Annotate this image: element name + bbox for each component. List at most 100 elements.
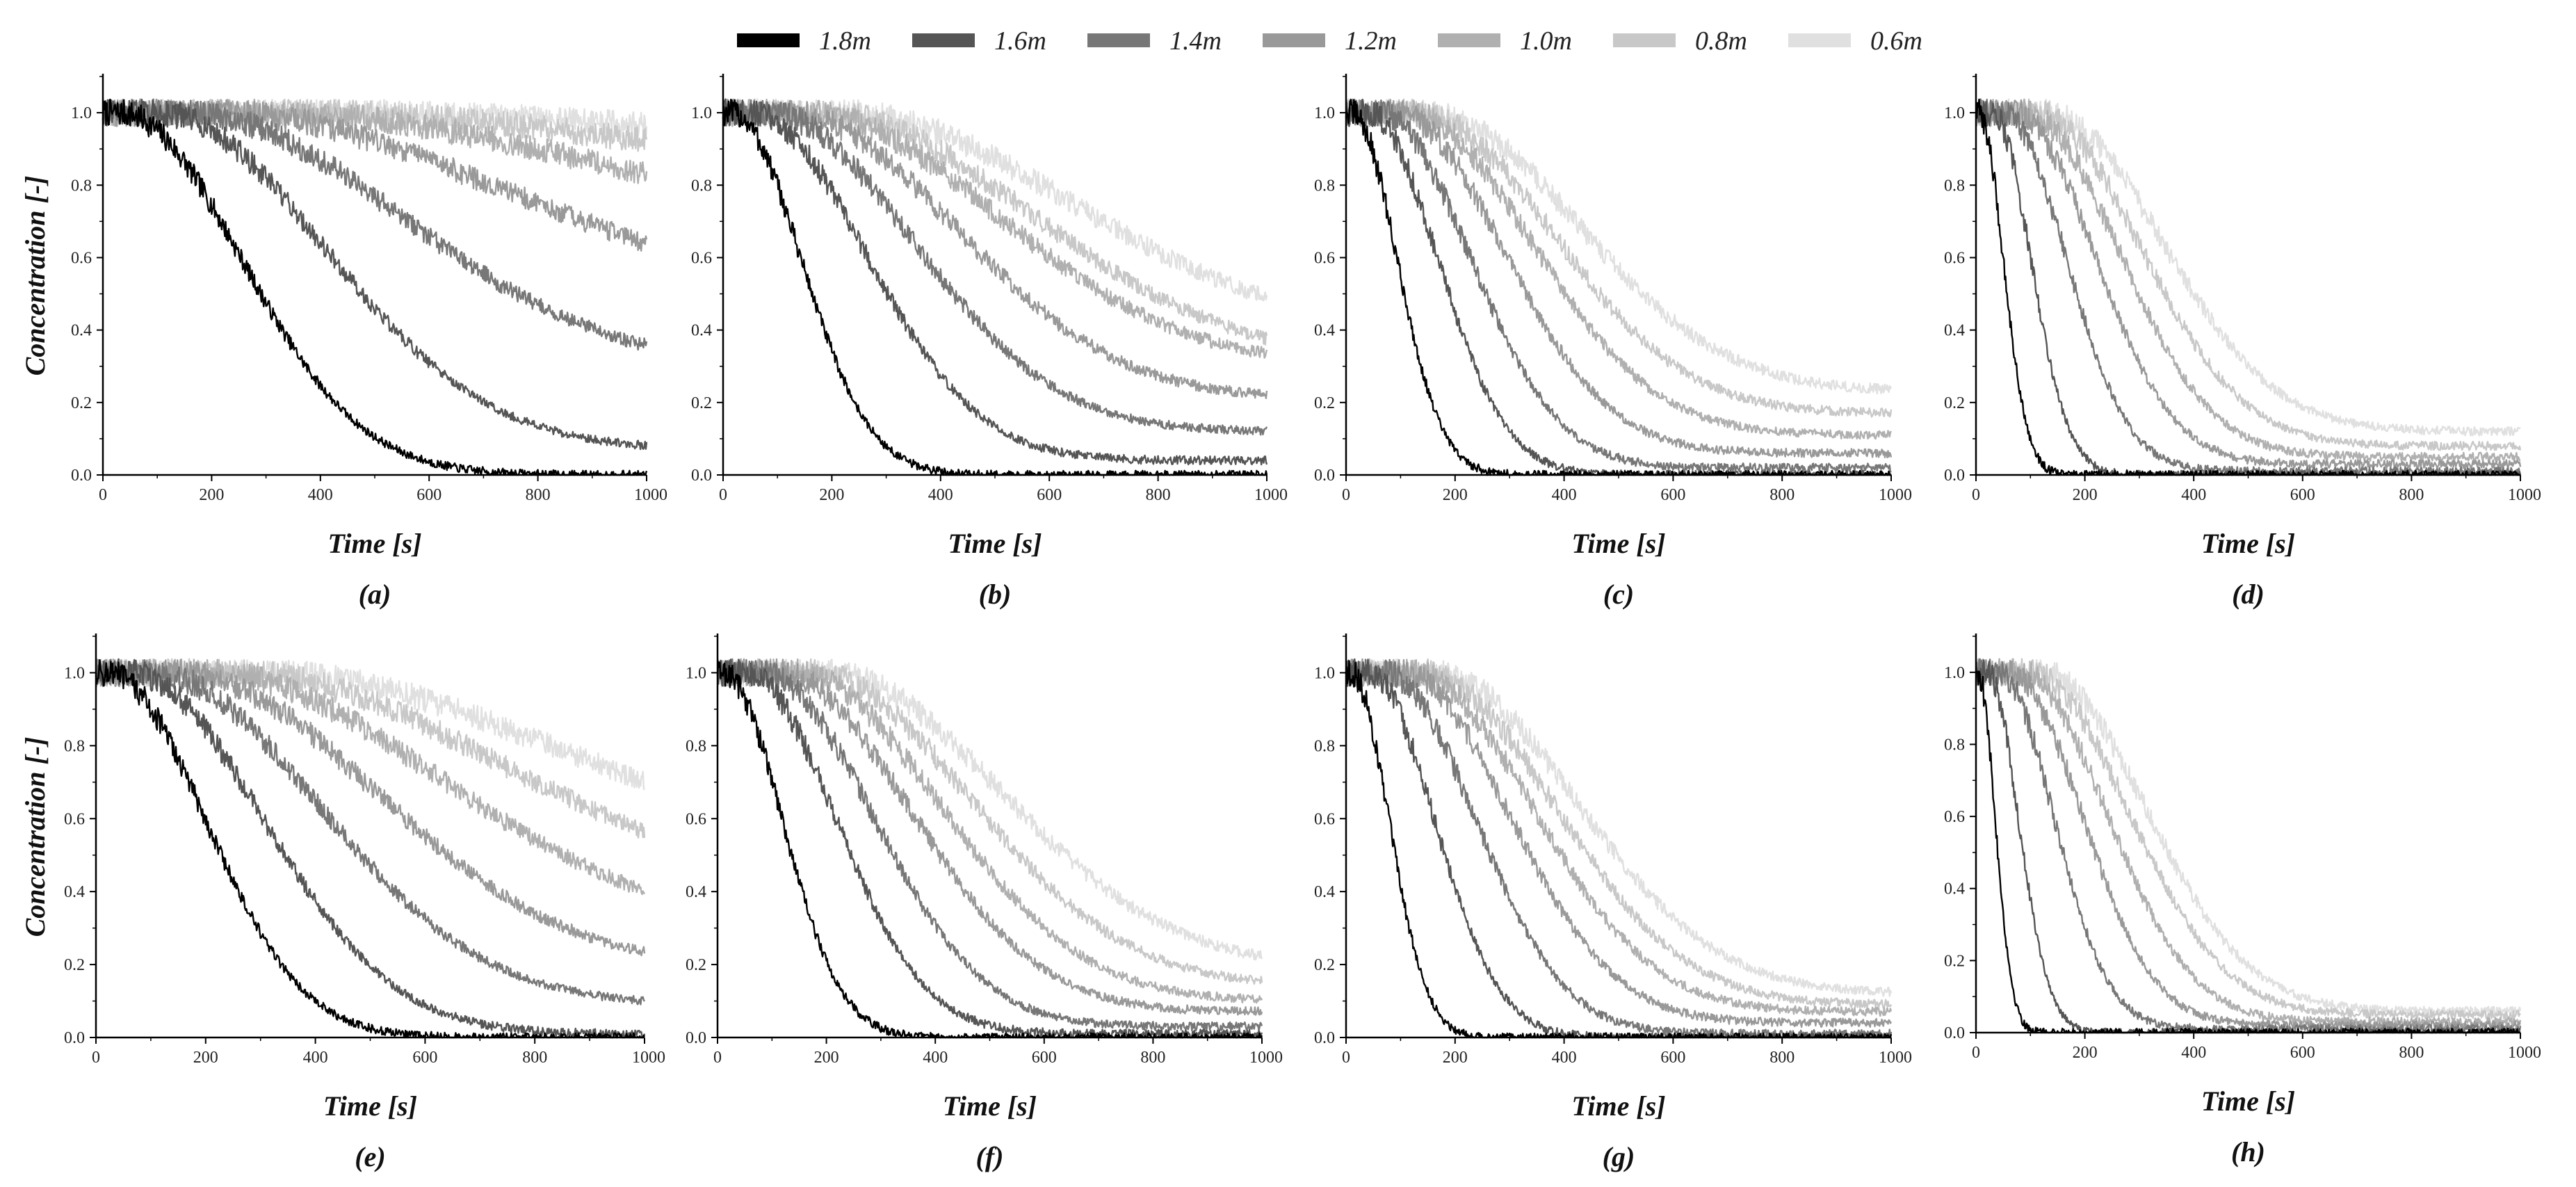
series-group <box>1345 658 1893 1039</box>
series-line-1_6m <box>1345 658 1892 1039</box>
y-tick-label: 0.8 <box>71 177 92 195</box>
series-line-1_2m <box>102 98 648 252</box>
y-tick-label: 1.0 <box>686 664 706 682</box>
y-tick-label: 1.0 <box>71 104 92 122</box>
panel-label: (c) <box>1603 579 1634 610</box>
x-tick-label: 200 <box>2073 1044 2098 1062</box>
y-tick-label: 1.0 <box>691 104 712 122</box>
chart-panel: 0 200 400 600 800 1000 0.0 0.2 0.4 0.6 0.8 1.0 Time … <box>19 633 665 1172</box>
x-tick-label: 600 <box>1032 1049 1057 1067</box>
y-tick-label: 0.6 <box>71 249 92 267</box>
x-tick-label: 0 <box>92 1049 100 1067</box>
x-tick-label: 400 <box>2181 1044 2206 1062</box>
legend-item: 1.8m <box>737 26 871 56</box>
y-tick-label: 0.4 <box>1314 322 1335 340</box>
y-tick-label: 1.0 <box>1314 104 1335 122</box>
series-line-1_4m <box>1345 98 1892 473</box>
y-tick-label: 0.0 <box>71 467 92 485</box>
x-tick-label: 400 <box>923 1049 948 1067</box>
y-tick-label: 0.0 <box>686 1029 706 1047</box>
axes: 0 200 400 600 800 1000 0.0 0.2 0.4 0.6 0.8 1.0 <box>1944 633 2541 1062</box>
x-tick-label: 200 <box>1443 1049 1468 1067</box>
legend-label: 0.6m <box>1870 26 1922 56</box>
y-tick-label: 1.0 <box>64 664 85 682</box>
y-tick-label: 1.0 <box>1314 664 1335 682</box>
y-tick-label: 0.2 <box>1314 394 1335 412</box>
x-tick-label: 600 <box>2290 486 2315 504</box>
x-tick-label: 600 <box>1660 1049 1685 1067</box>
legend-label: 1.2m <box>1345 26 1397 56</box>
legend-swatch <box>1087 33 1150 47</box>
y-tick-label: 0.8 <box>1314 177 1335 195</box>
y-tick-label: 0.6 <box>1944 249 1965 267</box>
series-line-1_8m <box>1345 99 1892 476</box>
x-tick-label: 600 <box>412 1049 437 1067</box>
chart-panel: 0 200 400 600 800 1000 0.0 0.2 0.4 0.6 0.8 1.0 Time … <box>1314 74 1912 610</box>
x-tick-label: 1000 <box>632 1049 665 1067</box>
chart-panel: 0 200 400 600 800 1000 0.0 0.2 0.4 0.6 0.8 1.0 Time … <box>19 74 667 610</box>
series-line-1_0m <box>1345 98 1893 440</box>
series-line-1_8m <box>1345 660 1893 1039</box>
chart-panel: 0 200 400 600 800 1000 0.0 0.2 0.4 0.6 0.8 1.0 Time … <box>1314 633 1912 1172</box>
x-axis-title: Time [s] <box>1571 1090 1665 1122</box>
y-tick-label: 0.0 <box>1944 1024 1965 1042</box>
legend-swatch <box>912 33 975 47</box>
panels: 0 200 400 600 800 1000 0.0 0.2 0.4 0.6 0.8 1.0 Time … <box>19 74 2541 1172</box>
legend-item: 0.6m <box>1788 26 1922 56</box>
series-line-1_2m <box>722 98 1268 399</box>
x-tick-label: 0 <box>1342 1049 1350 1067</box>
series-line-1_0m <box>722 98 1268 359</box>
series-line-1_0m <box>716 658 1263 1004</box>
series-line-1_6m <box>102 99 648 451</box>
axes: 0 200 400 600 800 1000 0.0 0.2 0.4 0.6 0.8 1.0 <box>686 633 1283 1067</box>
y-tick-label: 0.6 <box>1944 808 1965 826</box>
x-tick-label: 800 <box>1140 1049 1165 1067</box>
legend-item: 1.0m <box>1438 26 1572 56</box>
series-line-0_6m <box>1975 659 2522 1017</box>
panel-label: (a) <box>359 579 391 610</box>
y-tick-label: 0.6 <box>1314 249 1335 267</box>
y-tick-label: 0.4 <box>1944 322 1965 340</box>
y-tick-label: 0.4 <box>1314 883 1335 901</box>
x-tick-label: 0 <box>99 486 107 504</box>
x-tick-label: 800 <box>1146 486 1171 504</box>
series-group <box>1345 98 1893 476</box>
chart-panel: 0 200 400 600 800 1000 0.0 0.2 0.4 0.6 0.8 1.0 Time … <box>686 633 1283 1172</box>
legend-swatch <box>1438 33 1500 47</box>
x-tick-label: 200 <box>193 1049 218 1067</box>
series-line-0_6m <box>1975 98 2521 437</box>
x-axis-title: Time [s] <box>948 528 1042 559</box>
x-tick-label: 400 <box>303 1049 328 1067</box>
y-tick-label: 0.8 <box>1944 177 1965 195</box>
chart-panel: 0 200 400 600 800 1000 0.0 0.2 0.4 0.6 0.8 1.0 Time … <box>1944 633 2541 1168</box>
series-line-1_8m <box>95 659 646 1039</box>
x-tick-label: 600 <box>1037 486 1062 504</box>
x-tick-label: 600 <box>416 486 442 504</box>
series-line-1_4m <box>102 98 648 351</box>
x-tick-label: 400 <box>928 486 953 504</box>
y-tick-label: 0.8 <box>691 177 712 195</box>
series-group <box>1975 658 2522 1034</box>
x-axis-title: Time [s] <box>2201 528 2295 559</box>
y-axis-title: Concentration [-] <box>19 176 51 376</box>
x-tick-label: 800 <box>526 486 551 504</box>
x-axis-title: Time [s] <box>327 528 421 559</box>
series-line-1_6m <box>95 658 646 1039</box>
series-line-1_4m <box>716 658 1263 1032</box>
x-tick-label: 1000 <box>634 486 667 504</box>
y-tick-label: 1.0 <box>1944 664 1965 682</box>
y-tick-label: 0.6 <box>64 810 85 828</box>
series-group <box>722 98 1268 476</box>
x-tick-label: 600 <box>2290 1044 2315 1062</box>
series-line-0_8m <box>1975 98 2522 451</box>
x-tick-label: 1000 <box>1879 1049 1912 1067</box>
y-tick-label: 0.2 <box>686 956 706 974</box>
x-tick-label: 400 <box>1552 486 1577 504</box>
series-line-1_4m <box>95 659 646 1006</box>
series-line-0_8m <box>716 658 1263 985</box>
series-line-1_4m <box>722 99 1268 436</box>
panel-label: (d) <box>2232 579 2265 610</box>
y-tick-label: 0.2 <box>1944 394 1965 412</box>
axes: 0 200 400 600 800 1000 0.0 0.2 0.4 0.6 0.8 1.0 <box>1314 633 1912 1067</box>
y-tick-label: 0.2 <box>71 394 92 412</box>
